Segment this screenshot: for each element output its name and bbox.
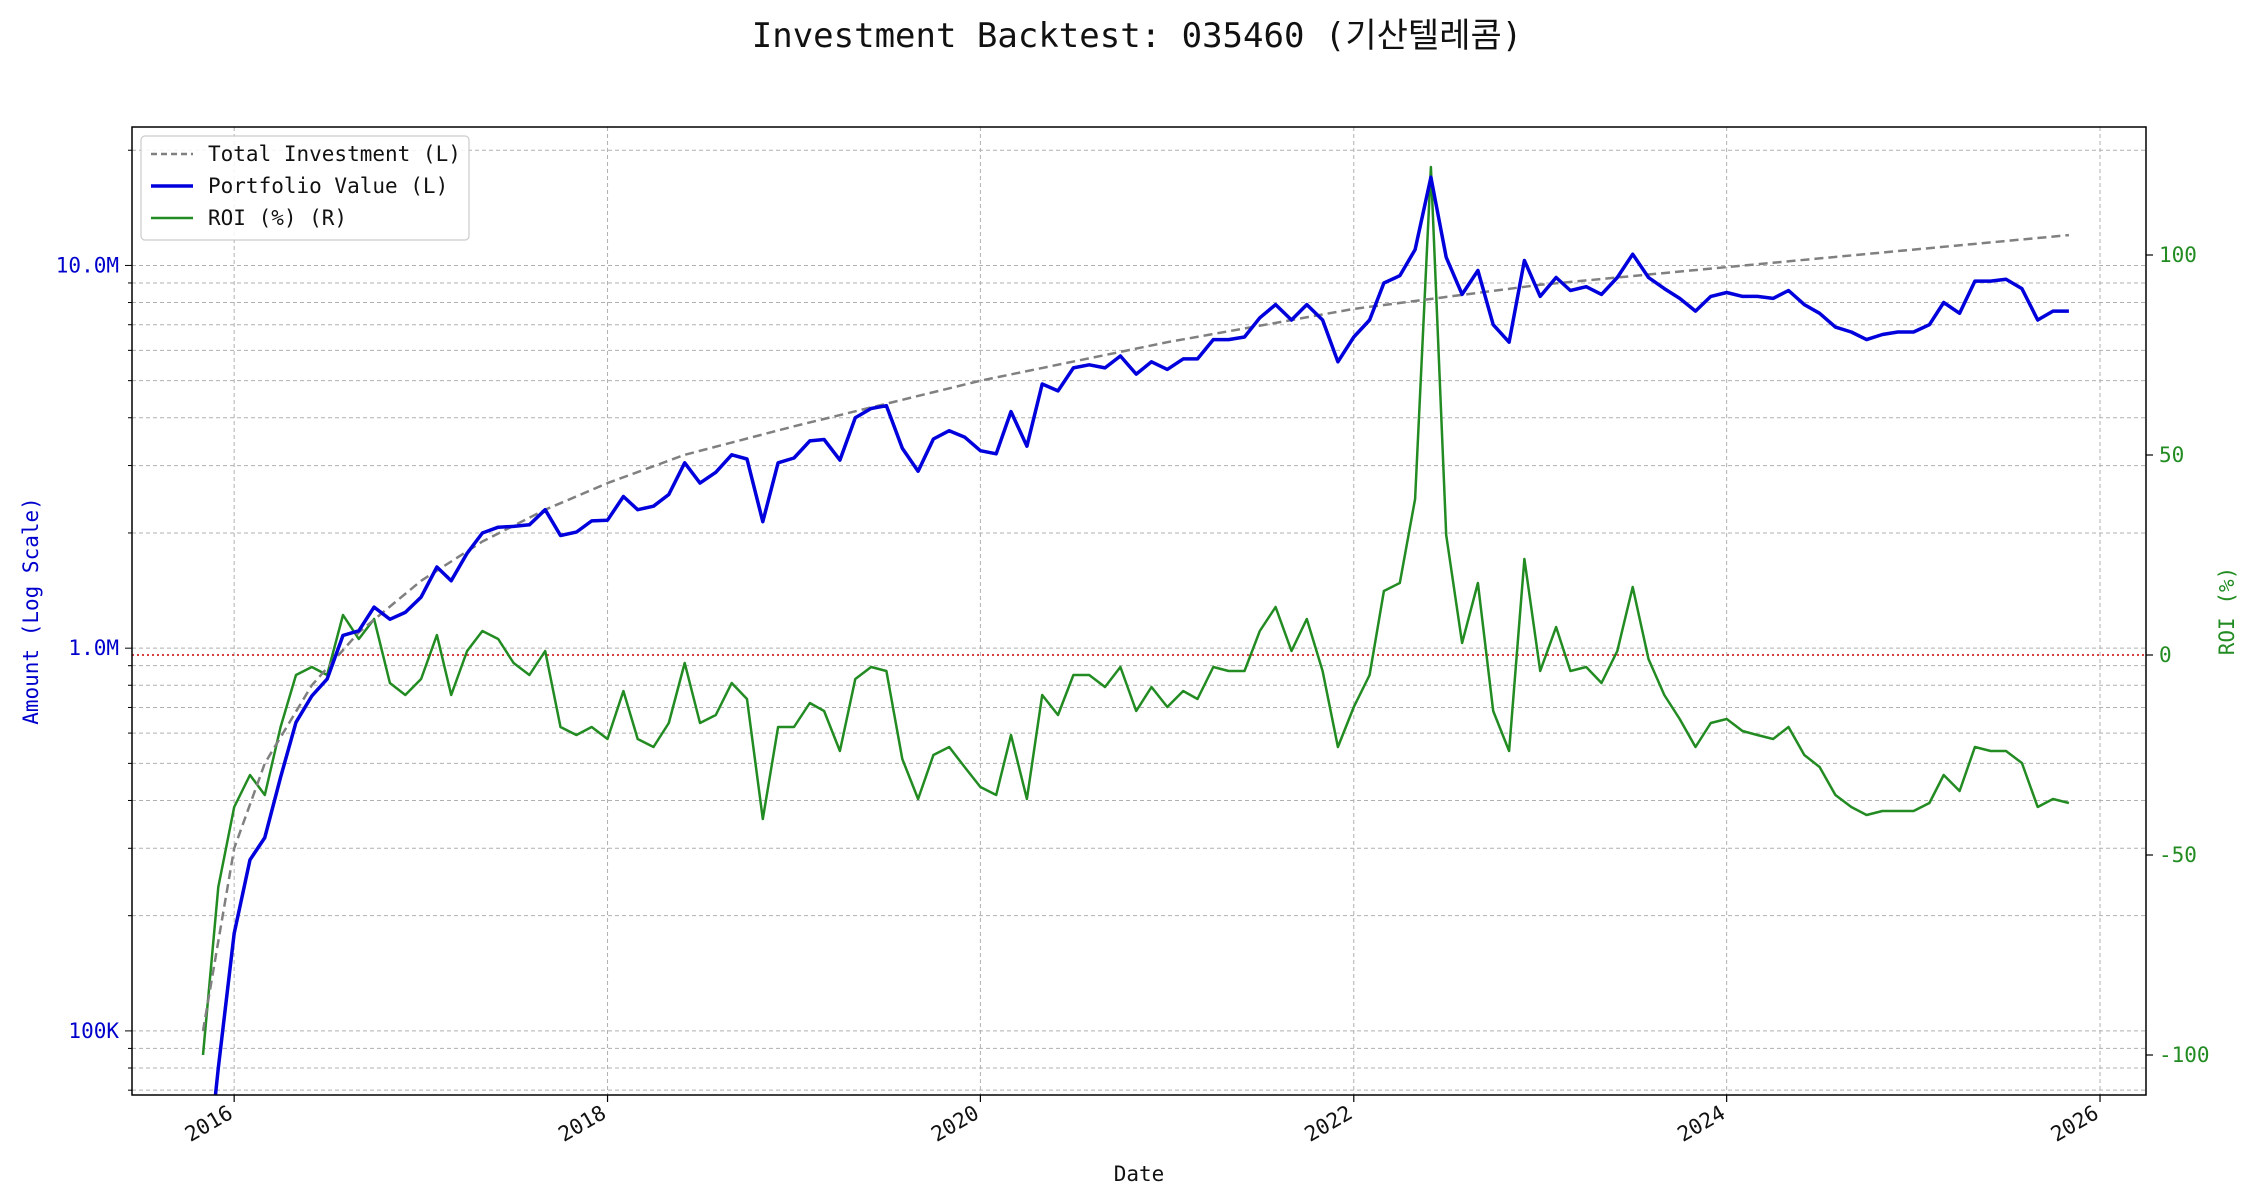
x-tick-label: 2018: [554, 1101, 610, 1147]
x-axis-label: Date: [1114, 1162, 1165, 1186]
left-tick-label: 10.0M: [56, 253, 119, 277]
plot-frame: [131, 126, 2147, 1096]
legend-label: ROI (%) (R): [208, 206, 347, 230]
x-tick-label: 2022: [1300, 1101, 1356, 1147]
right-tick-label: 50: [2159, 443, 2184, 467]
right-tick-label: 100: [2159, 243, 2197, 267]
right-tick-label: -50: [2159, 843, 2197, 867]
legend: Total Investment (L) Portfolio Value (L) R…: [140, 135, 470, 241]
legend-label: Portfolio Value (L): [208, 174, 448, 198]
series-layer: [201, 165, 2070, 1095]
left-axis-label: Amount (Log Scale): [19, 497, 43, 725]
right-tick-label: 0: [2159, 643, 2172, 667]
legend-box: [140, 135, 470, 241]
x-tick-label: 2026: [2047, 1101, 2103, 1147]
grid: [132, 127, 2146, 1095]
legend-label: Total Investment (L): [208, 142, 461, 166]
chart-title: Investment Backtest: 035460 (기산텔레콤): [752, 16, 1523, 56]
roi-line: [201, 165, 2070, 1056]
right-axis-label: ROI (%): [2215, 567, 2239, 656]
x-tick-label: 2024: [1673, 1101, 1729, 1147]
total-investment-line: [201, 233, 2070, 1032]
x-tick-label: 2020: [927, 1101, 983, 1147]
left-tick-label: 1.0M: [68, 636, 119, 660]
left-tick-label: 100K: [68, 1019, 119, 1043]
x-tick-label: 2016: [181, 1101, 237, 1147]
right-tick-label: -100: [2159, 1043, 2210, 1067]
portfolio-value-line: [213, 175, 2069, 1095]
